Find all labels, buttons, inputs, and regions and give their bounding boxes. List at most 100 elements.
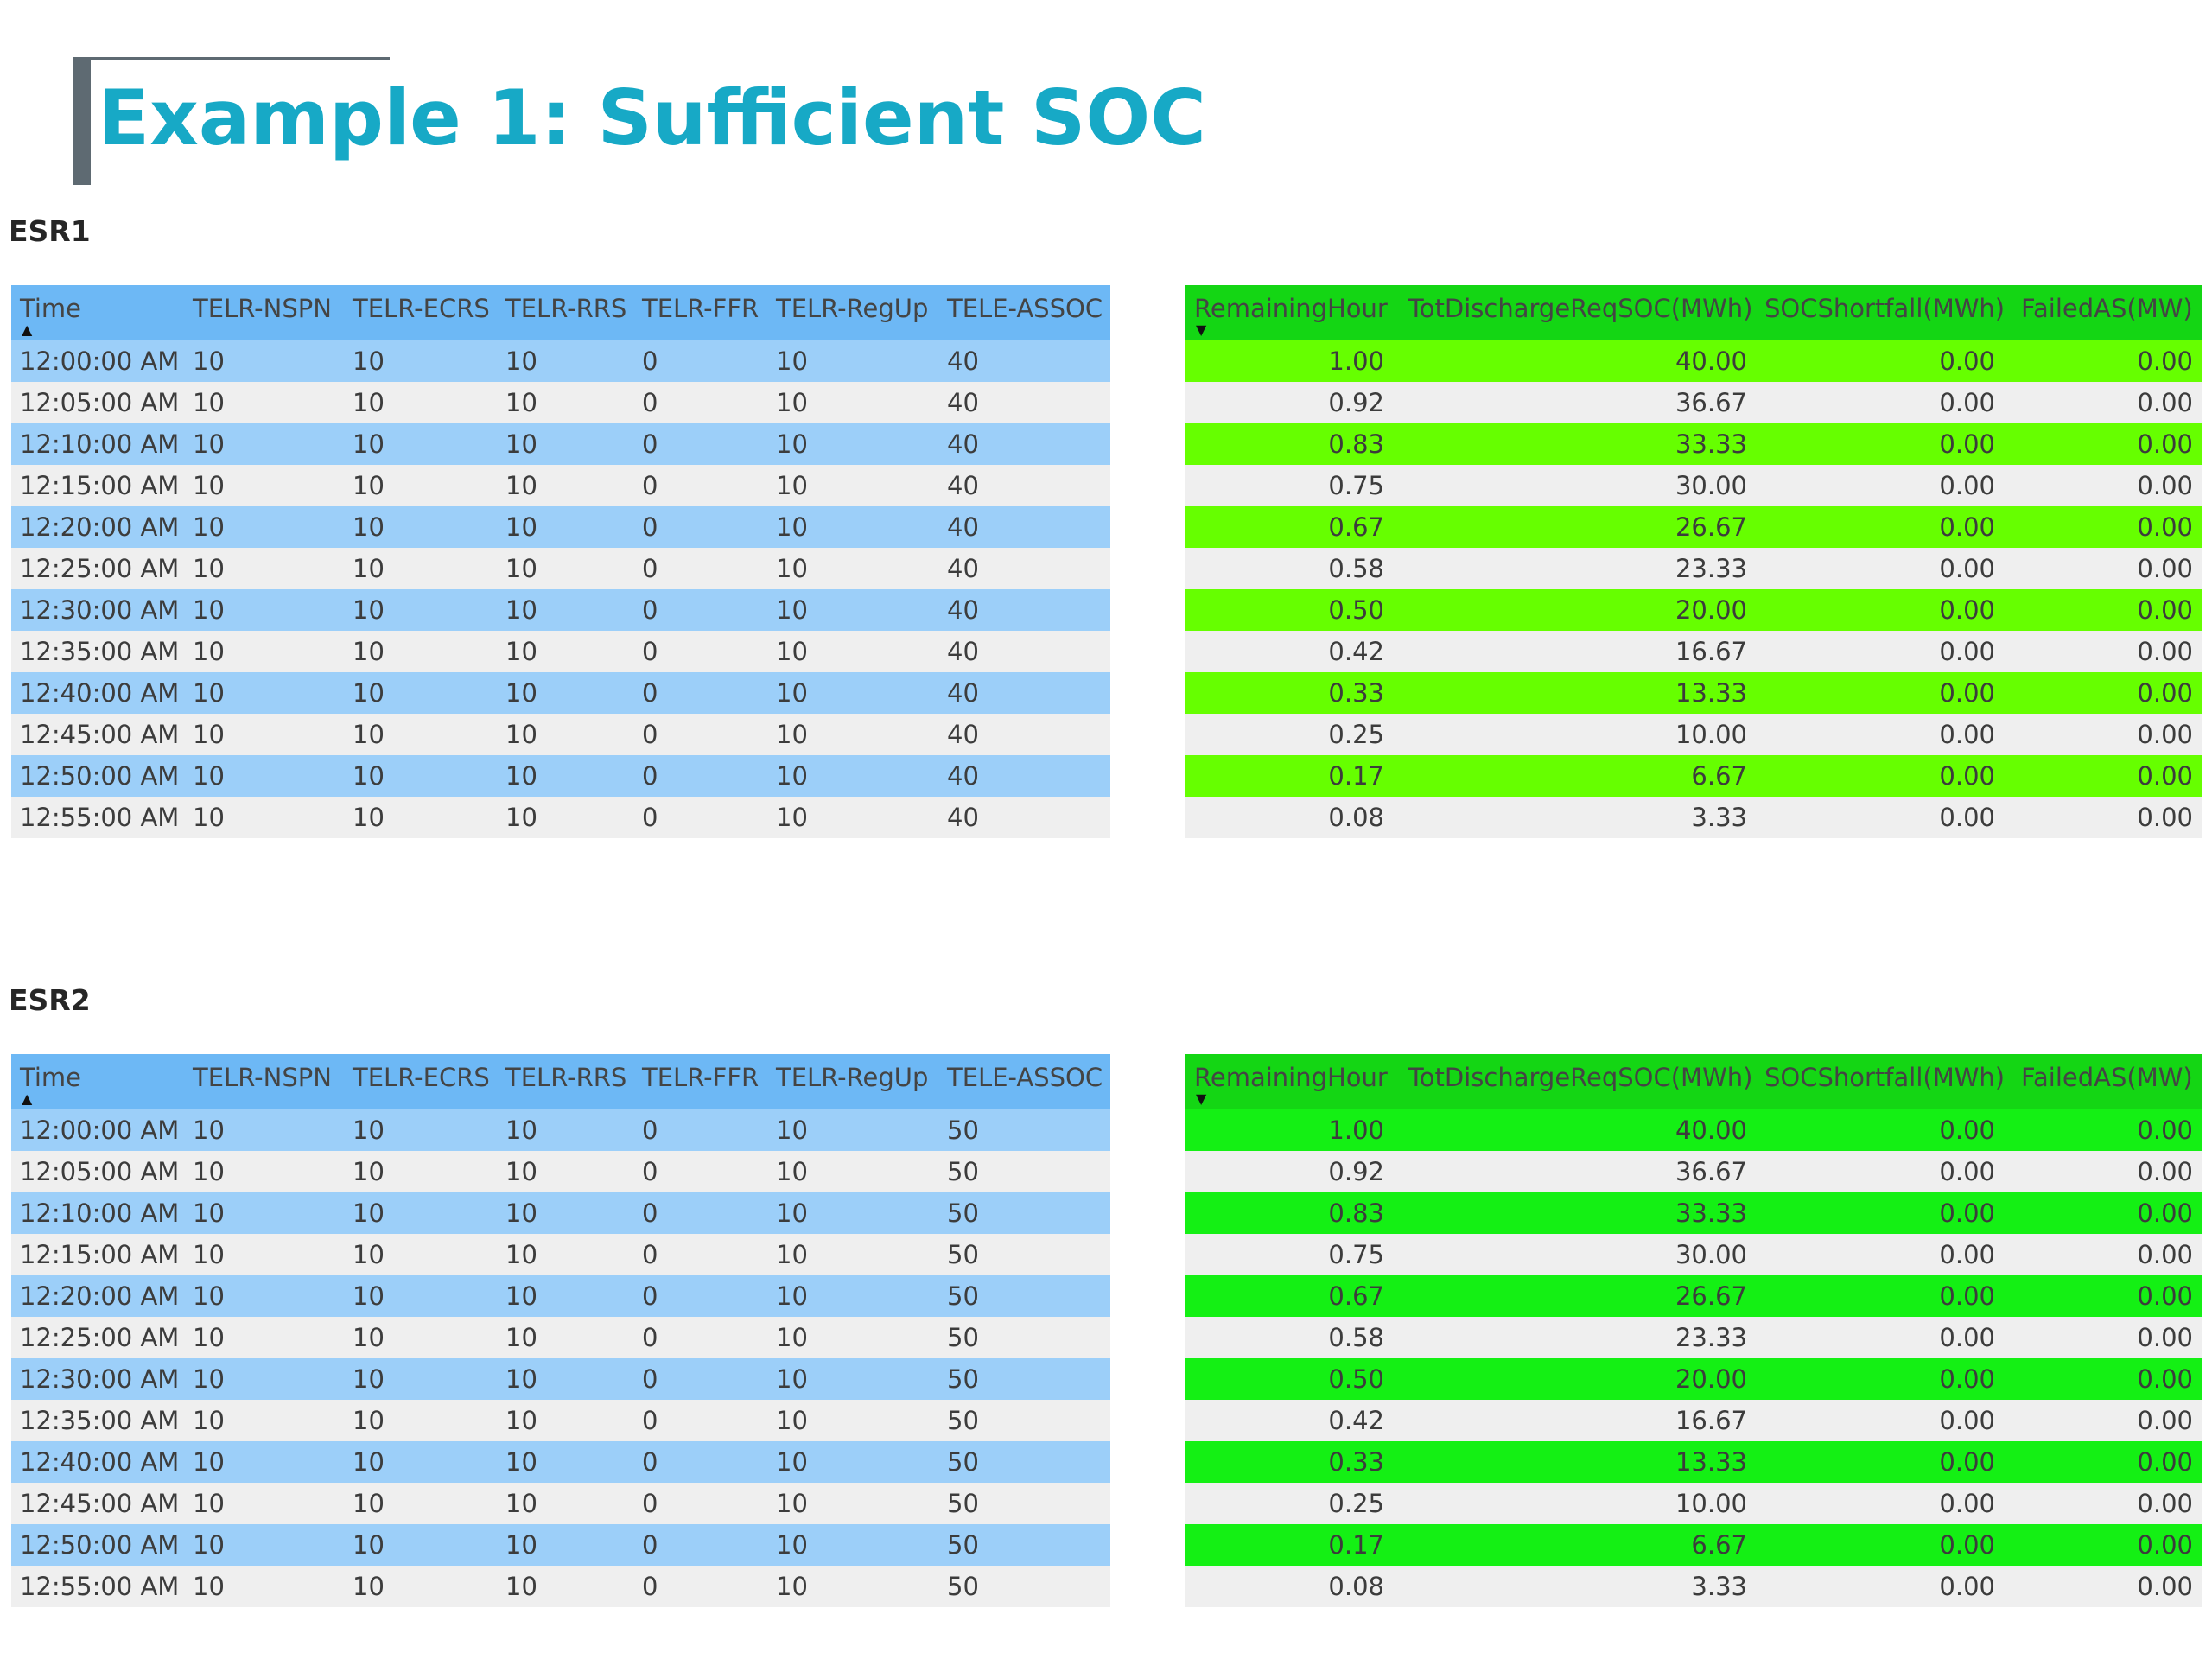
column-header[interactable]: RemainingHour [1194, 294, 1388, 323]
table-row[interactable]: 0.83 33.33 0.00 0.00 [1185, 1192, 2202, 1234]
table-row[interactable]: 12:30:00 AM 10 10 10 0 10 50 [11, 1358, 1110, 1400]
column-header[interactable]: Time [20, 294, 81, 323]
column-header[interactable]: TotDischargeReqSOC(MWh) [1408, 294, 1753, 323]
column-header[interactable]: TELR-RegUp [776, 1063, 929, 1092]
column-header[interactable]: SOCShortfall(MWh) [1764, 294, 2005, 323]
table-cell: 10 [776, 803, 808, 832]
table-cell: 13.33 [1675, 1447, 1747, 1477]
table-cell: 12:55:00 AM [20, 803, 180, 832]
table-cell: 0.00 [2137, 1489, 2193, 1518]
table-row[interactable]: 12:10:00 AM 10 10 10 0 10 40 [11, 423, 1110, 465]
table-cell: 0 [642, 1530, 658, 1560]
table-cell: 0.00 [2137, 1572, 2193, 1601]
column-header[interactable]: FailedAS(MW) [2021, 1063, 2193, 1092]
table-row[interactable]: 12:10:00 AM 10 10 10 0 10 50 [11, 1192, 1110, 1234]
column-header[interactable]: TotDischargeReqSOC(MWh) [1408, 1063, 1753, 1092]
table-row[interactable]: 0.25 10.00 0.00 0.00 [1185, 1483, 2202, 1524]
column-header[interactable]: SOCShortfall(MWh) [1764, 1063, 2005, 1092]
table-row[interactable]: 12:45:00 AM 10 10 10 0 10 40 [11, 714, 1110, 755]
table-row[interactable]: 12:45:00 AM 10 10 10 0 10 50 [11, 1483, 1110, 1524]
table-row[interactable]: 12:05:00 AM 10 10 10 0 10 40 [11, 382, 1110, 423]
table-row[interactable]: 12:50:00 AM 10 10 10 0 10 40 [11, 755, 1110, 797]
table-cell: 10.00 [1675, 720, 1747, 749]
table-row[interactable]: 0.08 3.33 0.00 0.00 [1185, 1566, 2202, 1607]
table-row[interactable]: 12:40:00 AM 10 10 10 0 10 50 [11, 1441, 1110, 1483]
table-row[interactable]: 12:30:00 AM 10 10 10 0 10 40 [11, 589, 1110, 631]
table-cell: 0.00 [2137, 1116, 2193, 1145]
sort-ascending-icon[interactable]: ▲ [22, 321, 33, 338]
sort-descending-icon[interactable]: ▼ [1196, 321, 1207, 338]
table-row[interactable]: 0.17 6.67 0.00 0.00 [1185, 1524, 2202, 1566]
table-row[interactable]: 0.33 13.33 0.00 0.00 [1185, 1441, 2202, 1483]
table-row[interactable]: 12:35:00 AM 10 10 10 0 10 50 [11, 1400, 1110, 1441]
table-row[interactable]: 0.92 36.67 0.00 0.00 [1185, 1151, 2202, 1192]
table-row[interactable]: 12:55:00 AM 10 10 10 0 10 50 [11, 1566, 1110, 1607]
table-cell: 10 [193, 1281, 225, 1311]
column-header[interactable]: TELR-ECRS [353, 294, 490, 323]
table-cell: 40 [947, 388, 979, 417]
table-cell: 0.00 [1939, 1116, 1995, 1145]
table-row[interactable]: 0.08 3.33 0.00 0.00 [1185, 797, 2202, 838]
table-row[interactable]: 0.83 33.33 0.00 0.00 [1185, 423, 2202, 465]
column-header[interactable]: TELE-ASSOC [947, 294, 1103, 323]
table-row[interactable]: 12:35:00 AM 10 10 10 0 10 40 [11, 631, 1110, 672]
table-row[interactable]: 12:20:00 AM 10 10 10 0 10 40 [11, 506, 1110, 548]
table-row[interactable]: 12:05:00 AM 10 10 10 0 10 50 [11, 1151, 1110, 1192]
sort-ascending-icon[interactable]: ▲ [22, 1090, 33, 1107]
table-cell: 10 [505, 1572, 537, 1601]
table-row[interactable]: 0.92 36.67 0.00 0.00 [1185, 382, 2202, 423]
column-header[interactable]: TELR-ECRS [353, 1063, 490, 1092]
table-row[interactable]: 0.33 13.33 0.00 0.00 [1185, 672, 2202, 714]
table-row[interactable]: 0.58 23.33 0.00 0.00 [1185, 548, 2202, 589]
table-row[interactable]: 0.67 26.67 0.00 0.00 [1185, 506, 2202, 548]
column-header[interactable]: TELR-RegUp [776, 294, 929, 323]
sort-descending-icon[interactable]: ▼ [1196, 1090, 1207, 1107]
table-row[interactable]: 12:50:00 AM 10 10 10 0 10 50 [11, 1524, 1110, 1566]
table-row[interactable]: 0.42 16.67 0.00 0.00 [1185, 1400, 2202, 1441]
table-cell: 0.00 [2137, 761, 2193, 791]
table-cell: 10 [193, 595, 225, 625]
column-header[interactable]: TELR-FFR [642, 294, 760, 323]
table-cell: 10 [505, 1489, 537, 1518]
table-cell: 23.33 [1675, 1323, 1747, 1352]
table-row[interactable]: 0.67 26.67 0.00 0.00 [1185, 1275, 2202, 1317]
table-row[interactable]: 12:00:00 AM 10 10 10 0 10 40 [11, 340, 1110, 382]
table-cell: 12:10:00 AM [20, 1198, 180, 1228]
column-header[interactable]: TELR-RRS [505, 294, 627, 323]
table-row[interactable]: 12:15:00 AM 10 10 10 0 10 50 [11, 1234, 1110, 1275]
title-block: Example 1: Sufficient SOC [73, 57, 1283, 185]
table-row[interactable]: 0.50 20.00 0.00 0.00 [1185, 1358, 2202, 1400]
table-row[interactable]: 12:25:00 AM 10 10 10 0 10 40 [11, 548, 1110, 589]
column-header[interactable]: FailedAS(MW) [2021, 294, 2193, 323]
column-header[interactable]: RemainingHour [1194, 1063, 1388, 1092]
table-row[interactable]: 1.00 40.00 0.00 0.00 [1185, 1109, 2202, 1151]
table-cell: 10 [193, 1198, 225, 1228]
column-header[interactable]: Time [20, 1063, 81, 1092]
table-row[interactable]: 0.58 23.33 0.00 0.00 [1185, 1317, 2202, 1358]
table-cell: 50 [947, 1489, 979, 1518]
table-cell: 10 [193, 678, 225, 708]
table-row[interactable]: 0.75 30.00 0.00 0.00 [1185, 1234, 2202, 1275]
table-row[interactable]: 12:20:00 AM 10 10 10 0 10 50 [11, 1275, 1110, 1317]
table-cell: 12:15:00 AM [20, 1240, 180, 1269]
column-header[interactable]: TELR-FFR [642, 1063, 760, 1092]
table-row[interactable]: 12:40:00 AM 10 10 10 0 10 40 [11, 672, 1110, 714]
table-row[interactable]: 0.17 6.67 0.00 0.00 [1185, 755, 2202, 797]
column-header[interactable]: TELR-RRS [505, 1063, 627, 1092]
column-header[interactable]: TELR-NSPN [193, 1063, 332, 1092]
column-header[interactable]: TELE-ASSOC [947, 1063, 1103, 1092]
table-row[interactable]: 12:55:00 AM 10 10 10 0 10 40 [11, 797, 1110, 838]
table-row[interactable]: 0.25 10.00 0.00 0.00 [1185, 714, 2202, 755]
table-row[interactable]: 0.50 20.00 0.00 0.00 [1185, 589, 2202, 631]
table-cell: 36.67 [1675, 1157, 1747, 1186]
table-row[interactable]: 12:15:00 AM 10 10 10 0 10 40 [11, 465, 1110, 506]
table-row[interactable]: 0.75 30.00 0.00 0.00 [1185, 465, 2202, 506]
table-row[interactable]: 12:25:00 AM 10 10 10 0 10 50 [11, 1317, 1110, 1358]
table-cell: 0.00 [1939, 637, 1995, 666]
table-row[interactable]: 12:00:00 AM 10 10 10 0 10 50 [11, 1109, 1110, 1151]
column-header[interactable]: TELR-NSPN [193, 294, 332, 323]
table-cell: 50 [947, 1406, 979, 1435]
table-cell: 40 [947, 429, 979, 459]
table-row[interactable]: 1.00 40.00 0.00 0.00 [1185, 340, 2202, 382]
table-row[interactable]: 0.42 16.67 0.00 0.00 [1185, 631, 2202, 672]
